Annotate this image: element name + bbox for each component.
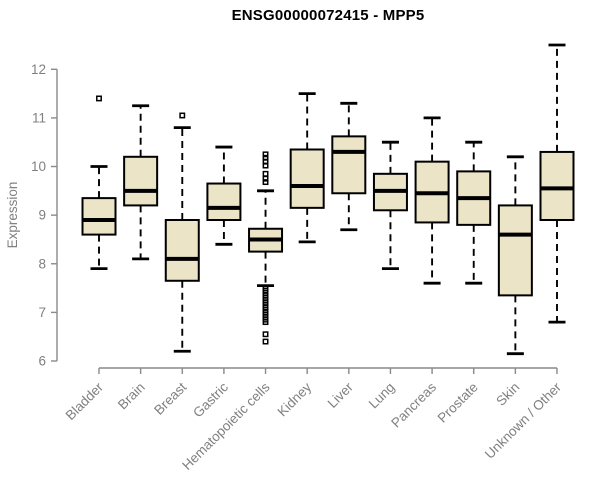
boxplot-skin — [497, 155, 533, 356]
iqr-box — [164, 219, 200, 282]
boxplot-breast — [164, 112, 200, 353]
y-tick-label: 7 — [38, 305, 46, 320]
x-category-label-liver: Liver — [325, 379, 357, 411]
x-category-label-skin: Skin — [493, 380, 522, 409]
y-tick-label: 9 — [38, 208, 46, 223]
outlier-point — [179, 112, 186, 119]
outlier-point — [262, 331, 269, 338]
outlier-point — [262, 175, 269, 182]
x-category-label-kidney: Kidney — [275, 379, 315, 419]
outlier-point — [262, 179, 269, 186]
iqr-box — [539, 150, 575, 222]
y-tick-label: 8 — [38, 256, 46, 271]
iqr-box — [331, 135, 367, 195]
boxplot-kidney — [289, 92, 325, 244]
boxplot-liver — [331, 101, 367, 232]
boxplot-hematopoietic-cells — [248, 151, 284, 345]
x-category-label-bladder: Bladder — [63, 379, 107, 423]
boxplot-pancreas — [414, 116, 450, 285]
y-tick-label: 6 — [38, 354, 46, 369]
x-category-label-lung: Lung — [366, 380, 398, 412]
chart-title: ENSG00000072415 - MPP5 — [231, 7, 425, 24]
outlier-point — [96, 95, 102, 102]
boxplot-brain — [123, 104, 159, 261]
y-tick-label: 11 — [32, 110, 46, 125]
iqr-box — [206, 182, 242, 222]
x-category-label-brain: Brain — [115, 380, 148, 413]
y-tick-label: 12 — [31, 62, 46, 77]
boxplot-gastric — [206, 145, 242, 246]
outlier-point — [262, 319, 269, 326]
boxplot-prostate — [456, 140, 492, 285]
boxplot-lung — [372, 140, 408, 271]
x-category-label-breast: Breast — [151, 379, 189, 417]
x-category-label-prostate: Prostate — [435, 380, 481, 426]
x-category-label-unknown-other: Unknown / Other — [482, 379, 565, 462]
outlier-point — [262, 151, 269, 158]
iqr-box — [123, 155, 159, 207]
outlier-point — [262, 170, 269, 177]
y-tick-label: 10 — [31, 159, 46, 174]
outlier-point — [262, 338, 269, 345]
x-category-label-pancreas: Pancreas — [388, 379, 439, 430]
iqr-box — [289, 148, 325, 209]
outlier-point — [262, 162, 269, 169]
x-category-label-gastric: Gastric — [190, 379, 231, 420]
iqr-box — [497, 204, 533, 297]
boxplot-bladder — [81, 95, 117, 271]
boxplot-unknown-other — [539, 43, 575, 324]
iqr-box — [81, 197, 117, 236]
